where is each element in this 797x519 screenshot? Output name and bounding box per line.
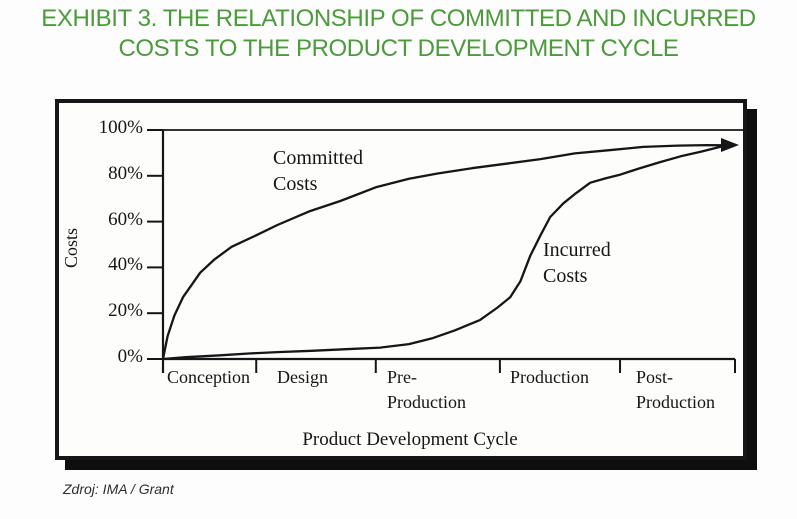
y-tick-label: 0% (117, 346, 143, 367)
incurred-costs-label: Incurred Costs (543, 239, 611, 287)
chart-canvas (55, 99, 747, 460)
stage-label-post: Post- Production (636, 367, 715, 412)
exhibit-title: EXHIBIT 3. THE RELATIONSHIP OF COMMITTED… (0, 4, 797, 64)
stage-label-design: Design (277, 367, 328, 387)
y-tick-label: 20% (108, 300, 143, 322)
stage-label-production: Production (510, 367, 589, 387)
stage-label-pre: Pre- Production (387, 367, 466, 412)
series-committed-costs (161, 143, 725, 361)
axis-arrowhead-icon (721, 138, 739, 152)
committed-costs-label: Committed Costs (273, 147, 363, 195)
x-axis-title: Product Development Cycle (302, 429, 518, 450)
exhibit-title-line1: EXHIBIT 3. THE RELATIONSHIP OF COMMITTED… (41, 5, 756, 32)
y-tick-labels: 100% 80% 60% 40% 20% 0% (55, 99, 143, 460)
exhibit-title-line2: COSTS TO THE PRODUCT DEVELOPMENT CYCLE (118, 35, 679, 62)
y-tick-label: 40% (108, 254, 143, 276)
y-tick-label: 60% (108, 208, 143, 230)
chart-frame: Costs 100% 80% 60% 40% 20% 0% Conception Desig… (55, 99, 747, 460)
y-tick-label: 80% (108, 162, 143, 184)
stage-label-conception: Conception (167, 367, 250, 387)
y-tick-label: 100% (98, 117, 143, 138)
source-citation: Zdroj: IMA / Grant (63, 481, 174, 497)
chart-border (55, 99, 747, 460)
series-incurred-costs (161, 144, 725, 361)
